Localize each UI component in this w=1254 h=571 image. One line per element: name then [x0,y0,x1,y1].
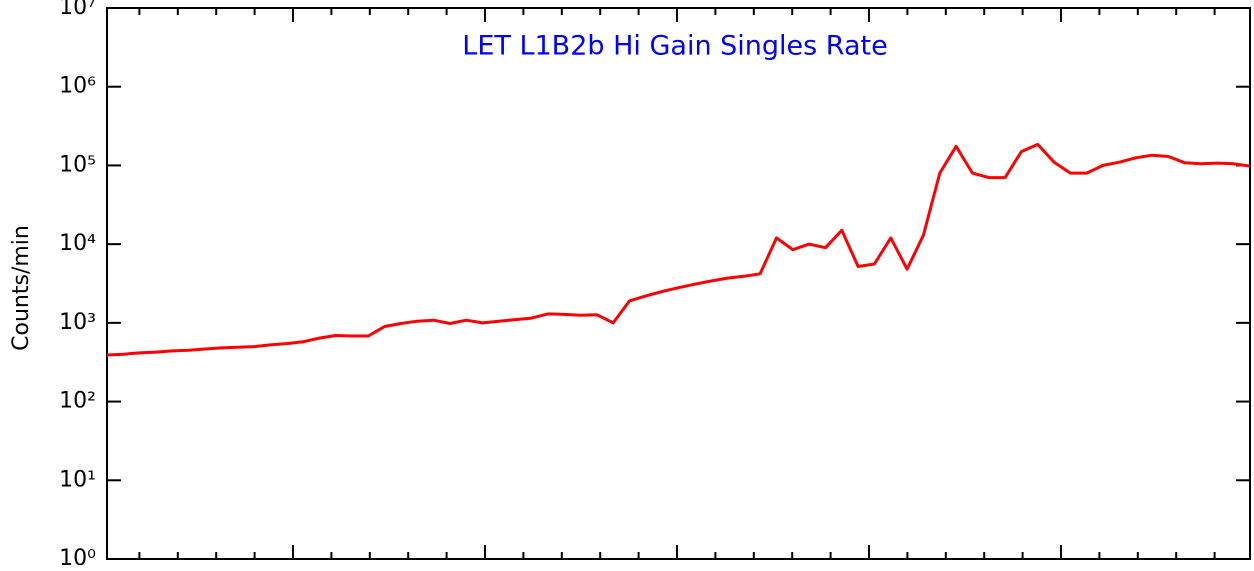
y-tick-label: 10⁰ [59,546,96,571]
chart-title: LET L1B2b Hi Gain Singles Rate [462,31,887,62]
y-tick-label: 10⁵ [59,152,96,177]
y-tick-label: 10⁴ [59,231,96,256]
y-tick-label: 10¹ [59,467,96,492]
y-axis-label: Counts/min [9,225,34,351]
y-tick-label: 10⁷ [59,0,96,20]
data-line [106,142,1251,357]
plot-frame [106,7,1251,560]
y-tick-label: 10² [59,389,96,414]
y-tick-label: 10⁶ [59,74,96,99]
y-tick-label: 10³ [59,310,96,335]
